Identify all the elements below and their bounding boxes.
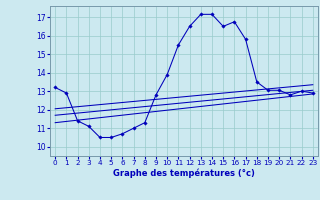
X-axis label: Graphe des températures (°c): Graphe des températures (°c) <box>113 169 255 178</box>
